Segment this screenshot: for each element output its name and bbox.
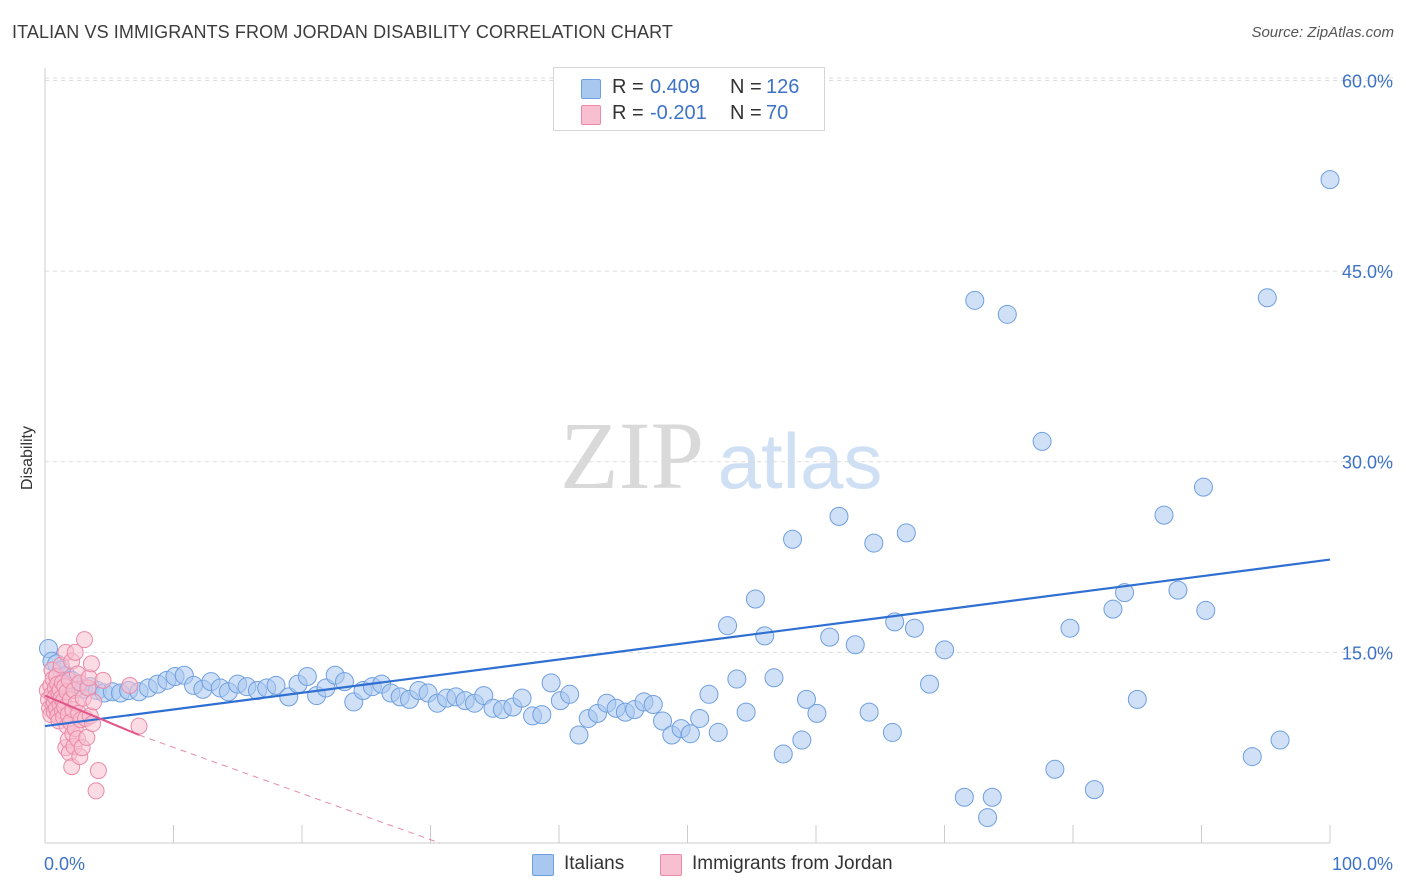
italian-point <box>773 744 793 764</box>
italian-point <box>783 529 803 549</box>
italian-point <box>512 688 532 708</box>
italian-point <box>1270 730 1290 750</box>
italian-point <box>569 725 589 745</box>
italian-point <box>1084 780 1104 800</box>
italian-point <box>541 673 561 693</box>
x-tick-label: 0.0% <box>44 854 85 874</box>
italian-point <box>266 675 286 695</box>
x-tick-label: 100.0% <box>1332 854 1393 874</box>
italian-point <box>896 523 916 543</box>
bottom-legend-label-italians: Italians <box>564 853 625 874</box>
jordan-trend-extension <box>138 734 440 844</box>
italian-point <box>1115 583 1135 603</box>
italian-point <box>699 684 719 704</box>
italian-point <box>708 722 728 742</box>
italian-point <box>904 618 924 638</box>
italian-point <box>1103 599 1123 619</box>
italian-point <box>474 686 494 706</box>
legend-r-value: 0.409 <box>650 76 701 98</box>
italian-point <box>820 627 840 647</box>
y-tick-label: 30.0% <box>1342 453 1393 473</box>
italian-point <box>1032 431 1052 451</box>
jordan-point <box>66 643 84 661</box>
italian-point <box>764 668 784 688</box>
legend-n-value: 70 <box>766 102 789 124</box>
bottom-legend-label-jordan: Immigrants from Jordan <box>692 853 893 874</box>
italian-point <box>920 674 940 694</box>
watermark-atlas: atlas <box>718 417 883 505</box>
italian-point <box>864 533 884 553</box>
italian-point <box>690 708 710 728</box>
italian-point <box>1320 170 1340 190</box>
jordan-point <box>89 762 107 780</box>
italian-point <box>935 640 955 660</box>
jordan-point <box>75 631 93 649</box>
jordan-point <box>87 782 105 800</box>
italian-point <box>796 689 816 709</box>
legend-n-label: N = <box>730 102 762 124</box>
italian-point <box>297 667 317 687</box>
legend-swatch-italians <box>581 79 601 99</box>
italian-trend-line <box>44 558 1331 728</box>
italian-point <box>845 635 865 655</box>
legend-r-label: R = <box>612 102 644 124</box>
italian-point <box>965 290 985 310</box>
jordan-point <box>80 669 98 687</box>
chart-source: Source: ZipAtlas.com <box>1251 24 1394 41</box>
italian-point <box>1193 477 1213 497</box>
italian-point <box>680 724 700 744</box>
italian-point <box>882 722 902 742</box>
italian-point <box>1168 580 1188 600</box>
italian-point <box>736 702 756 722</box>
bottom-legend-swatch-italians <box>532 854 554 876</box>
italian-point <box>1127 689 1147 709</box>
italian-point <box>954 787 974 807</box>
italian-point <box>653 711 673 731</box>
legend-n-value: 126 <box>766 76 800 98</box>
y-tick-label: 15.0% <box>1342 643 1393 663</box>
watermark-zip: ZIP <box>560 402 704 509</box>
italian-point <box>727 669 747 689</box>
italian-point <box>1060 618 1080 638</box>
italian-point <box>1045 759 1065 779</box>
italian-point <box>1196 600 1216 620</box>
legend-row-jordan: R = -0.201 N = 70 <box>554 102 824 126</box>
y-tick-label: 60.0% <box>1342 71 1393 91</box>
bottom-legend-swatch-jordan <box>660 854 682 876</box>
jordan-point <box>85 693 103 711</box>
watermark: ZIP atlas <box>560 402 882 509</box>
italian-point <box>279 687 299 707</box>
italian-point <box>755 626 775 646</box>
italian-point <box>1242 747 1262 767</box>
italian-point <box>718 616 738 636</box>
italian-point <box>997 304 1017 324</box>
legend-r-label: R = <box>612 76 644 98</box>
italian-point <box>560 684 580 704</box>
jordan-point <box>94 671 112 689</box>
italian-point <box>859 702 879 722</box>
italian-point <box>982 787 1002 807</box>
legend-swatch-jordan <box>581 105 601 125</box>
legend-box: R = 0.409 N = 126 R = -0.201 N = 70 <box>553 67 825 131</box>
italian-point <box>792 730 812 750</box>
italian-point <box>745 589 765 609</box>
jordan-trend-line <box>44 694 140 736</box>
italian-point <box>532 705 552 725</box>
legend-row-italians: R = 0.409 N = 126 <box>554 76 824 100</box>
jordan-point <box>121 676 139 694</box>
italian-point <box>1154 505 1174 525</box>
legend-r-value: -0.201 <box>650 102 707 124</box>
chart-title: ITALIAN VS IMMIGRANTS FROM JORDAN DISABI… <box>12 22 673 42</box>
italian-point <box>829 506 849 526</box>
italian-point <box>807 703 827 723</box>
jordan-point <box>82 655 100 673</box>
italian-point <box>643 694 663 714</box>
italian-point <box>1257 288 1277 308</box>
legend-n-label: N = <box>730 76 762 98</box>
y-tick-label: 45.0% <box>1342 262 1393 282</box>
italian-point <box>978 808 998 828</box>
